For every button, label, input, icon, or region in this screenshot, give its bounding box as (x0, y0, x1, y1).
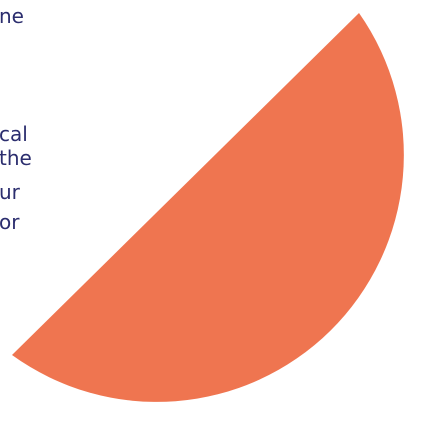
text-fragment-5: or (0, 210, 20, 234)
text-fragment-4: ur (0, 180, 20, 204)
text-fragment-2: cal (0, 122, 28, 146)
text-fragment-1: ne (0, 4, 24, 28)
half-circle-shape (12, 13, 404, 402)
text-fragment-3: the (0, 146, 32, 170)
